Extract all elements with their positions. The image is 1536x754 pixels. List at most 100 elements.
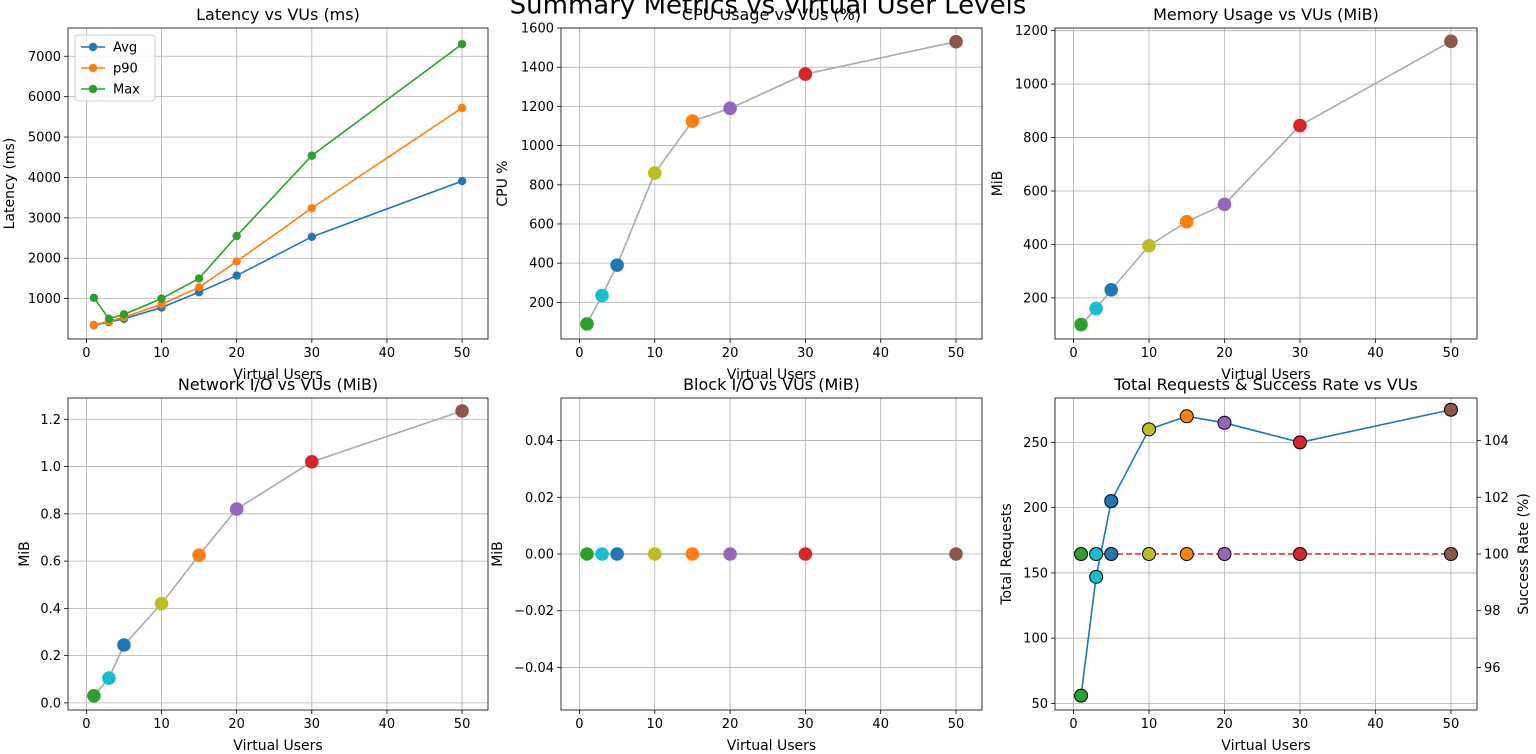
data-point [307,203,317,213]
chart-latency: 0 10 20 30 40 50 1000 2000 3000 4000 5000 6000 7000 L… [2,5,489,383]
x-tick-label: 20 [722,346,739,361]
y-tick-label: 600 [529,217,554,232]
memory-data [1074,34,1458,332]
y-tick-label: 800 [529,178,554,193]
data-point [1217,197,1232,212]
legend-marker [88,42,98,52]
x-tick-label: 0 [82,346,90,361]
network-ylabel: MiB [17,541,33,567]
data-point [102,671,116,685]
x-tick-label: 0 [82,717,90,732]
data-point [87,689,101,703]
data-point [305,455,319,469]
data-point [723,547,737,561]
data-point [457,176,467,186]
y-tick-label: 0.02 [525,491,554,506]
data-point [232,231,241,241]
requests-point [1292,435,1307,450]
y-tick-label: 1000 [28,292,61,307]
data-point [1179,214,1194,229]
x-tick-label: 50 [454,346,471,361]
x-tick-label: 40 [379,346,396,361]
chart-block: 0 10 20 30 40 50 −0.04 −0.02 0.00 0.02 0.04 Block I… [490,375,983,754]
network-title: Network I/O vs VUs (MiB) [178,375,378,394]
chart-memory: 0 10 20 30 40 50 200 400 600 800 1000 1200 Memory Us… [990,5,1478,383]
x-tick-label: 30 [1292,717,1309,732]
y-tick-label: 400 [529,257,554,272]
success-rate-point [1179,547,1194,561]
success-rate-point [1292,547,1307,561]
data-point [580,317,594,331]
x-tick-label: 0 [575,717,583,732]
legend: Avg p90 Max [74,34,156,102]
y2-tick-label: 98 [1484,604,1501,619]
network-grid [68,398,488,710]
x-tick-label: 50 [1443,717,1460,732]
y-tick-label: 200 [1023,501,1048,516]
y-tick-label: 0.0 [40,696,61,711]
memory-title: Memory Usage vs VUs (MiB) [1153,5,1379,24]
latency-xlabel: Virtual Users [233,367,322,383]
chart-requests: 0 10 20 30 40 50 50 100 150 200 250 96 98 100 102 104 To… [999,375,1532,754]
y-tick-label: 1600 [521,22,554,37]
x-tick-label: 0 [575,346,583,361]
success-rate-point [1074,547,1089,561]
cpu-grid [561,27,982,339]
memory-frame [1054,27,1478,340]
data-point [949,547,963,561]
data-point [455,404,469,418]
x-tick-label: 50 [948,717,965,732]
data-point [1104,283,1119,297]
requests-y2label: Success Rate (%) [1516,493,1532,615]
data-point [1444,34,1458,49]
data-point [723,101,737,116]
network-line [93,410,463,697]
y-tick-label: 1200 [1015,24,1048,39]
requests-point [1089,569,1104,584]
success-rate-point [1217,547,1232,561]
y-tick-label: 0.2 [40,649,61,664]
legend-marker [88,84,98,94]
requests-point [1443,402,1458,417]
figure-suptitle: Summary Metrics vs Virtual User Levels [510,0,1027,21]
y2-tick-label: 100 [1484,548,1509,563]
data-point [647,166,662,180]
requests-ylabel: Total Requests [999,503,1015,605]
requests-title: Total Requests & Success Rate vs VUs [1113,375,1418,394]
cpu-xlabel: Virtual Users [727,367,816,383]
chart-network: 0 10 20 30 40 50 0.0 0.2 0.4 0.6 0.8 1.0 1.2 Network … [17,375,489,754]
y-tick-label: 5000 [28,131,61,146]
x-tick-label: 40 [1367,346,1384,361]
data-point [232,257,241,266]
data-point [104,314,114,324]
y-tick-label: 1200 [521,100,554,115]
data-point [89,320,99,330]
x-tick-label: 30 [304,346,321,361]
data-point [685,114,700,128]
memory-grid [1055,28,1477,339]
y2-tick-label: 96 [1484,661,1501,676]
y-tick-label: −0.04 [514,661,554,676]
y-tick-label: 0.4 [40,602,61,617]
success-rate-point [1089,547,1104,561]
x-tick-label: 10 [1141,717,1158,732]
series-line-p90 [93,107,463,326]
block-title: Block I/O vs VUs (MiB) [683,375,860,394]
x-tick-label: 30 [304,717,321,732]
x-tick-label: 10 [646,717,663,732]
legend-label: Max [113,83,140,98]
data-point [192,548,206,562]
latency-title: Latency vs VUs (ms) [196,5,360,24]
data-point [117,638,131,652]
y-tick-label: 7000 [28,50,61,65]
x-tick-label: 50 [454,717,471,732]
chart-cpu: 0 10 20 30 40 50 200 400 600 800 1000 1200 1400 1600 C… [495,5,983,383]
success-rate-point [1141,547,1156,561]
y-tick-label: 1.0 [40,460,61,475]
y-tick-label: 250 [1023,436,1048,451]
y-tick-label: 1.2 [40,413,61,428]
data-point [610,258,624,272]
data-point [232,271,241,280]
requests-point [1074,688,1089,703]
